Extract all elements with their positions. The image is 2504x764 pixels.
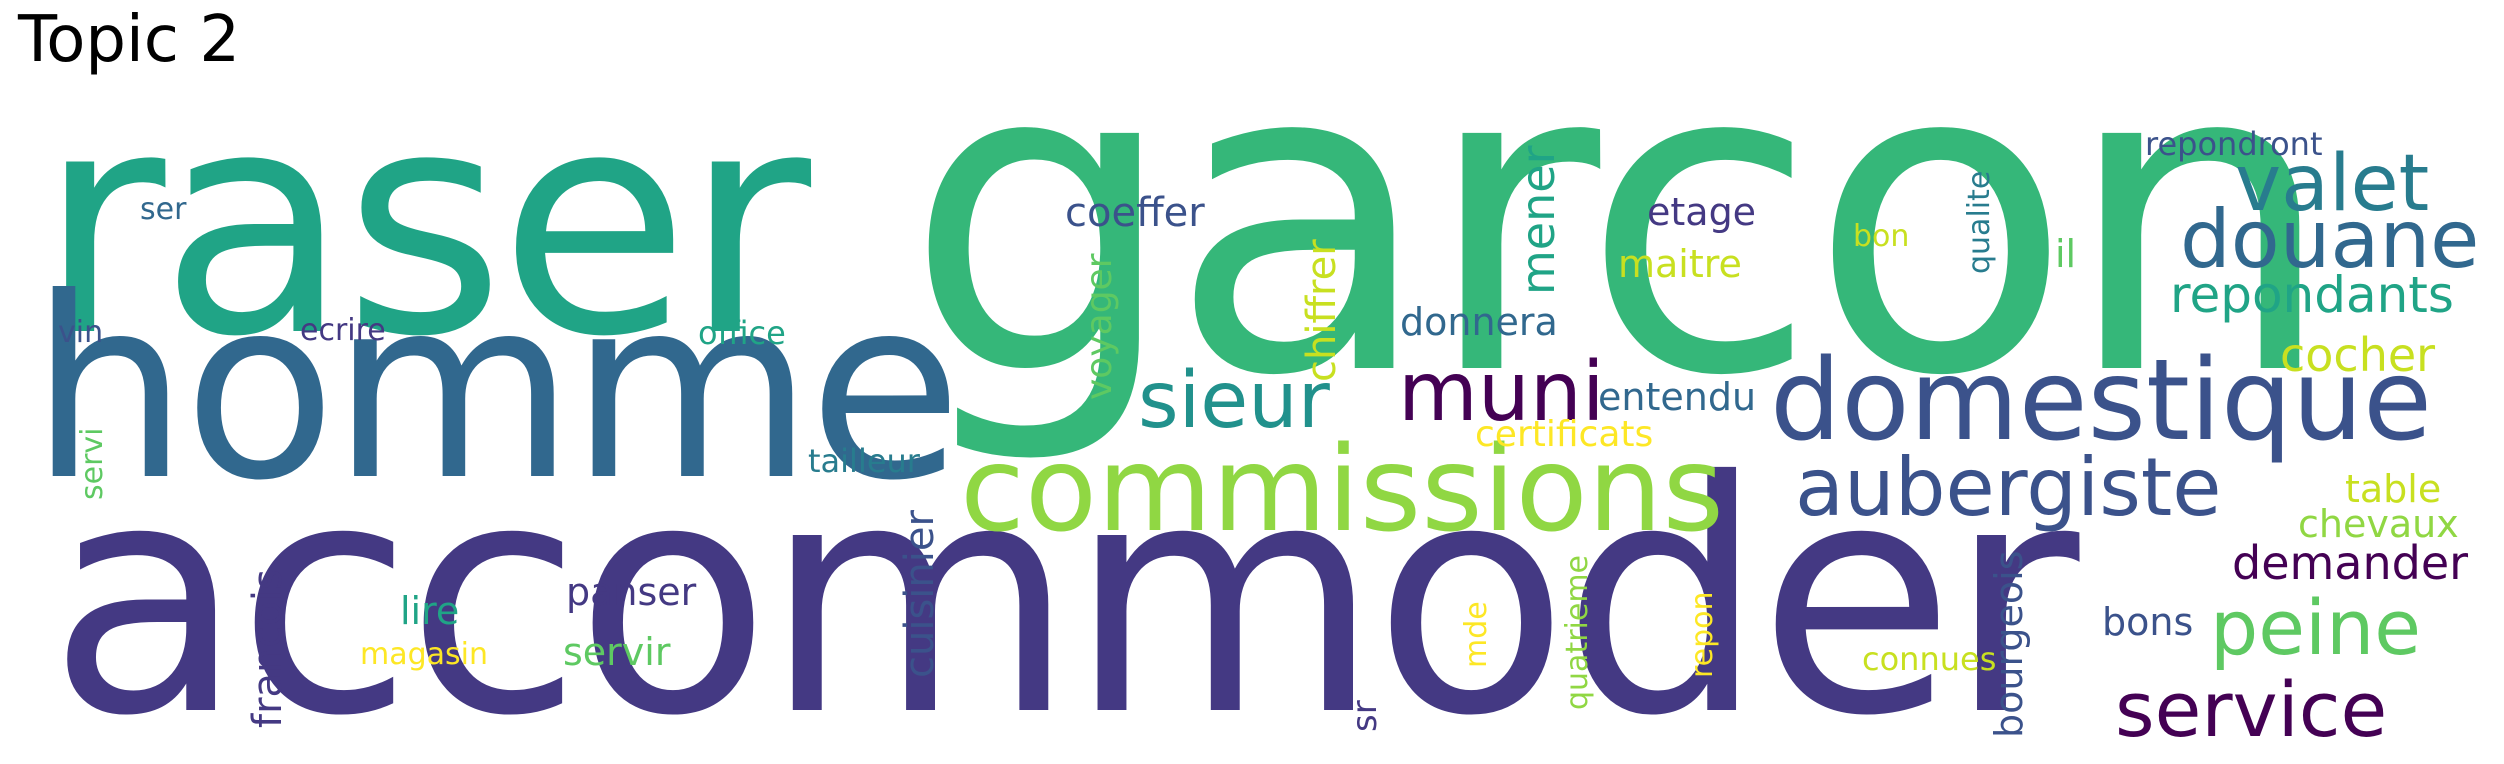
- word-servi: servi: [75, 427, 110, 500]
- word-etage: etage: [1647, 190, 1757, 234]
- word-douane: douane: [2180, 193, 2480, 286]
- word-il: il: [2055, 232, 2077, 276]
- word-entendu: entendu: [1598, 375, 1757, 419]
- word-office: office: [698, 314, 786, 352]
- word-panser: panser: [566, 570, 697, 614]
- word-repondants: repondants: [2170, 266, 2454, 324]
- word-tailleur: tailleur: [808, 442, 920, 480]
- word-chevaux: chevaux: [2298, 502, 2459, 546]
- figure-title: Topic 2: [18, 3, 241, 77]
- word-homme: homme: [30, 244, 962, 535]
- word-servir: servir: [563, 630, 671, 674]
- word-chiffrer: chiffrer: [1299, 239, 1345, 382]
- word-ecrire: ecrire: [300, 313, 386, 348]
- word-bon: bon: [1853, 219, 1910, 254]
- word-bourgeois: bourgeois: [1987, 550, 2031, 738]
- word-garcon: garcon: [905, 0, 2336, 470]
- word-repondront: repondront: [2145, 125, 2323, 163]
- word-francois: francois: [245, 569, 291, 728]
- word-muni: muni: [1398, 345, 1605, 440]
- word-sr: sr: [1345, 700, 1385, 732]
- word-peine: peine: [2210, 583, 2422, 672]
- word-valet: valet: [2235, 139, 2430, 229]
- word-demander: demander: [2232, 536, 2469, 590]
- word-repon: repon: [1685, 591, 1720, 678]
- word-maitre: maitre: [1618, 242, 1742, 286]
- word-quatrieme: quatrieme: [1560, 554, 1595, 710]
- word-commissions: commissions: [960, 420, 1724, 558]
- word-lire: lire: [400, 589, 460, 633]
- word-accommoder: accommoder: [48, 414, 2080, 764]
- word-certificats: certificats: [1475, 414, 1654, 455]
- word-qualite: qualite: [1962, 170, 1997, 274]
- word-vin: vin: [58, 315, 104, 350]
- word-service: service: [2115, 665, 2388, 754]
- word-magasin: magasin: [360, 637, 489, 672]
- word-donnera: donnera: [1400, 300, 1558, 344]
- word-raser: raser: [38, 44, 811, 405]
- word-ser: ser: [140, 192, 187, 227]
- word-coeffer: coeffer: [1065, 190, 1205, 236]
- word-voyager: voyager: [1079, 253, 1120, 401]
- word-cocher: cocher: [2280, 328, 2436, 382]
- word-bons: bons: [2102, 600, 2194, 644]
- word-table: table: [2345, 467, 2442, 511]
- word-aubergiste: aubergiste: [1795, 441, 2222, 534]
- word-mde: mde: [1459, 601, 1494, 668]
- word-domestique: domestique: [1770, 336, 2432, 466]
- word-cuisinier: cuisinier: [897, 510, 943, 678]
- word-sieur: sieur: [1138, 356, 1330, 446]
- word-mener: mener: [1511, 145, 1565, 295]
- word-connues: connues: [1862, 640, 1997, 678]
